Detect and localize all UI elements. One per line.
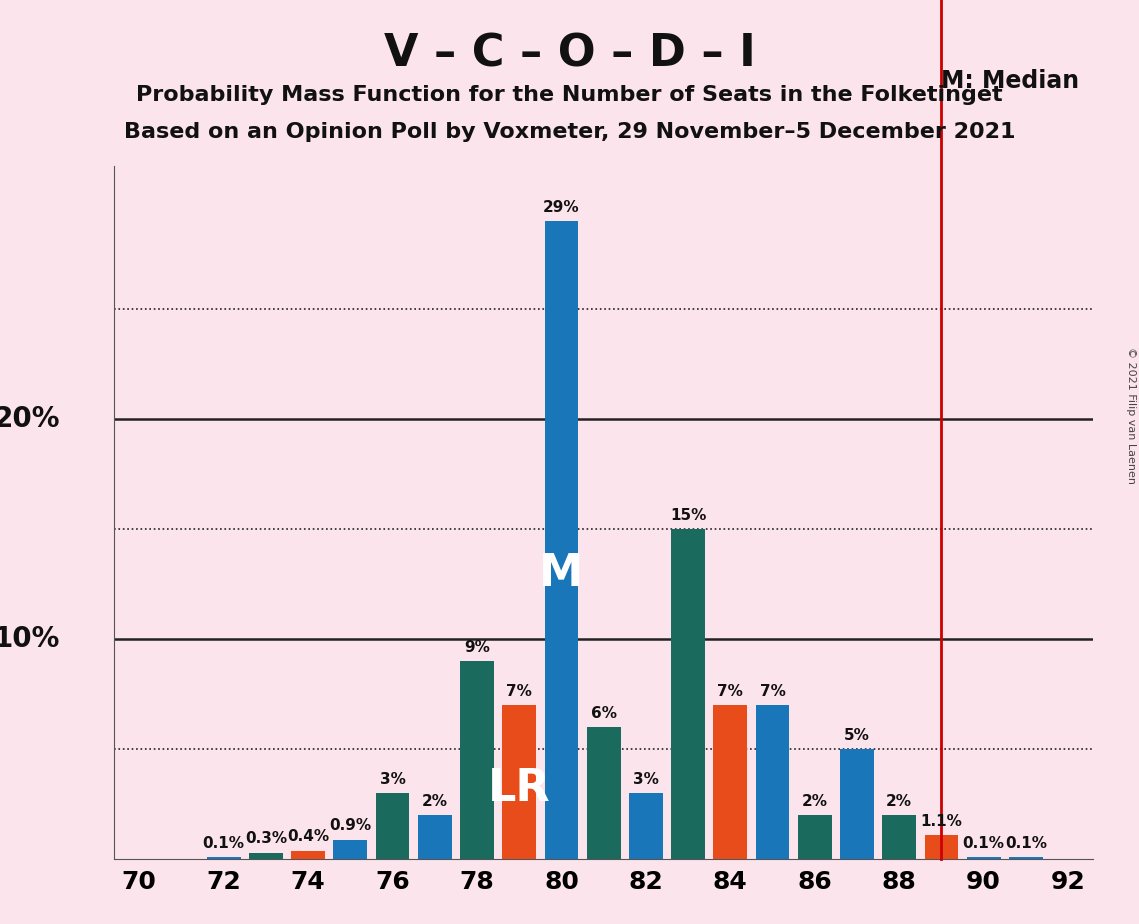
Bar bbox=[544, 222, 579, 859]
Text: 7%: 7% bbox=[760, 684, 786, 699]
Bar bbox=[629, 794, 663, 859]
Text: 3%: 3% bbox=[633, 772, 658, 786]
Text: © 2021 Filip van Laenen: © 2021 Filip van Laenen bbox=[1126, 347, 1136, 484]
Text: 20%: 20% bbox=[0, 406, 60, 433]
Text: 0.3%: 0.3% bbox=[245, 831, 287, 846]
Text: 0.4%: 0.4% bbox=[287, 829, 329, 844]
Bar bbox=[292, 850, 325, 859]
Bar bbox=[376, 794, 409, 859]
Text: 0.1%: 0.1% bbox=[962, 835, 1005, 850]
Bar bbox=[798, 815, 831, 859]
Text: 1.1%: 1.1% bbox=[920, 813, 962, 829]
Text: LR: LR bbox=[487, 768, 550, 810]
Text: 2%: 2% bbox=[421, 794, 448, 808]
Text: 9%: 9% bbox=[464, 639, 490, 655]
Bar bbox=[502, 705, 536, 859]
Text: M: M bbox=[539, 552, 583, 595]
Text: 15%: 15% bbox=[670, 507, 706, 523]
Text: V – C – O – D – I: V – C – O – D – I bbox=[384, 32, 755, 76]
Text: 2%: 2% bbox=[802, 794, 828, 808]
Text: M: Median: M: Median bbox=[941, 69, 1079, 93]
Bar bbox=[460, 662, 494, 859]
Text: 7%: 7% bbox=[507, 684, 532, 699]
Bar bbox=[207, 857, 240, 859]
Text: Based on an Opinion Poll by Voxmeter, 29 November–5 December 2021: Based on an Opinion Poll by Voxmeter, 29… bbox=[124, 122, 1015, 142]
Text: 3%: 3% bbox=[379, 772, 405, 786]
Bar bbox=[883, 815, 916, 859]
Text: 7%: 7% bbox=[718, 684, 744, 699]
Bar bbox=[418, 815, 452, 859]
Text: 29%: 29% bbox=[543, 200, 580, 214]
Text: 10%: 10% bbox=[0, 626, 60, 653]
Text: 6%: 6% bbox=[591, 706, 616, 721]
Text: 0.1%: 0.1% bbox=[203, 835, 245, 850]
Bar bbox=[841, 749, 874, 859]
Bar bbox=[671, 529, 705, 859]
Text: 0.9%: 0.9% bbox=[329, 818, 371, 833]
Bar bbox=[587, 727, 621, 859]
Bar bbox=[249, 853, 282, 859]
Text: 0.1%: 0.1% bbox=[1005, 835, 1047, 850]
Bar bbox=[713, 705, 747, 859]
Text: 5%: 5% bbox=[844, 728, 870, 743]
Bar bbox=[1009, 857, 1043, 859]
Bar bbox=[925, 835, 958, 859]
Text: 2%: 2% bbox=[886, 794, 912, 808]
Bar bbox=[967, 857, 1000, 859]
Bar bbox=[334, 840, 367, 859]
Bar bbox=[755, 705, 789, 859]
Text: Probability Mass Function for the Number of Seats in the Folketinget: Probability Mass Function for the Number… bbox=[137, 85, 1002, 105]
